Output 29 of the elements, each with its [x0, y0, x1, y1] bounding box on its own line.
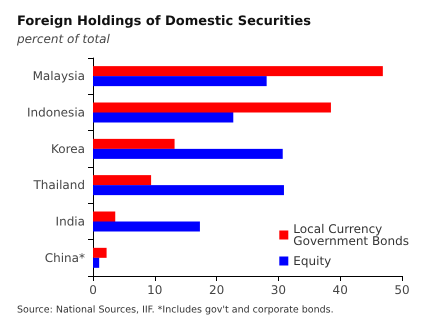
- x-tick-label: 20: [208, 283, 224, 297]
- bar: [93, 148, 283, 159]
- y-tick-label: Thailand: [32, 178, 85, 192]
- legend-label: Local Currency Government Bonds: [293, 222, 410, 248]
- source-note: Source: National Sources, IIF. *Includes gov't and corporate bonds.: [17, 304, 334, 316]
- x-tick-label: 40: [332, 283, 348, 297]
- y-tick-label: Malaysia: [32, 69, 85, 84]
- x-tick-label: 0: [89, 283, 97, 297]
- bar: [93, 248, 107, 258]
- bar: [93, 138, 175, 149]
- bar: [93, 212, 116, 222]
- bar: [93, 102, 331, 112]
- x-tick-label: 50: [394, 283, 410, 297]
- bar: [93, 76, 267, 86]
- bar: [93, 66, 383, 76]
- y-tick-label: Korea: [50, 142, 85, 156]
- chart-subtitle: percent of total: [16, 32, 111, 46]
- y-tick-label: China*: [44, 250, 85, 265]
- bar: [93, 258, 100, 268]
- bar: [93, 175, 152, 186]
- bar: [93, 112, 234, 122]
- bar: [93, 185, 284, 196]
- x-tick-label: 30: [270, 283, 286, 297]
- y-tick-label: India: [56, 214, 85, 228]
- legend-label: Equity: [293, 254, 332, 268]
- chart-title: Foreign Holdings of Domestic Securities: [17, 14, 312, 29]
- bar: [93, 222, 200, 232]
- x-tick-label: 10: [147, 283, 162, 297]
- y-tick-label: Indonesia: [26, 106, 85, 120]
